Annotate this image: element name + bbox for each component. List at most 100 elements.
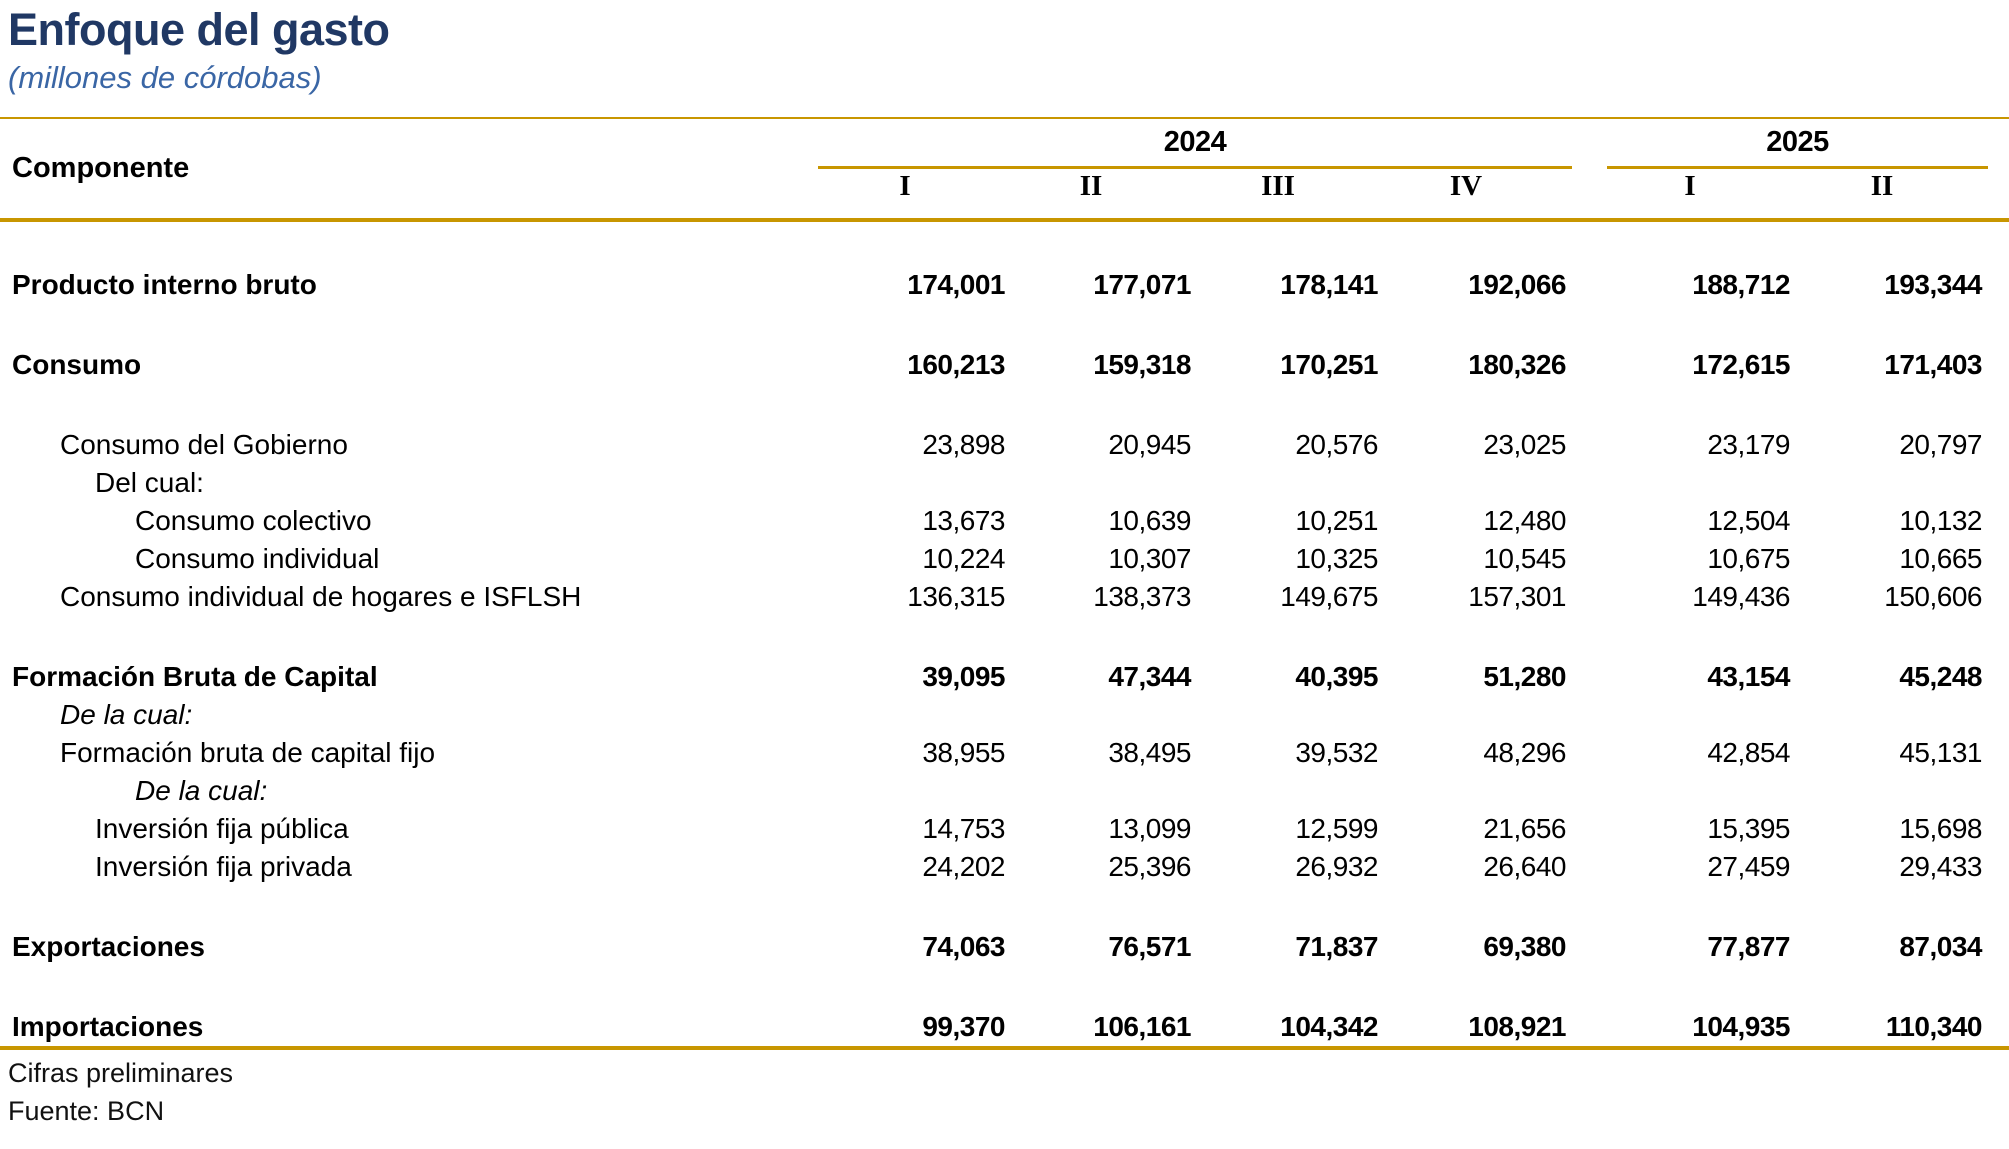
row-value: 47,344 <box>1108 661 1191 692</box>
row-value: 26,932 <box>1295 851 1378 882</box>
row-value: 150,606 <box>1884 581 1982 612</box>
row-value: 138,373 <box>1093 581 1191 612</box>
row-label: Inversión fija privada <box>95 851 352 882</box>
component-column-header: Componente <box>12 152 190 184</box>
year-group-2024: 2024 <box>818 126 1572 169</box>
row-value: 26,640 <box>1483 851 1566 882</box>
row-value: 14,753 <box>922 813 1005 844</box>
row-value: 87,034 <box>1899 931 1982 962</box>
row-value: 171,403 <box>1884 349 1982 380</box>
year-label-2024: 2024 <box>1163 126 1227 158</box>
row-label: Consumo individual de hogares e ISFLSH <box>60 581 582 612</box>
row-value: 15,698 <box>1899 813 1982 844</box>
row-value: 13,099 <box>1108 813 1191 844</box>
row-value: 74,063 <box>922 931 1005 962</box>
row-value: 43,154 <box>1707 661 1790 692</box>
quarter-header-2024-III: III <box>1261 170 1295 202</box>
row-value: 77,877 <box>1707 931 1790 962</box>
row-value: 170,251 <box>1280 349 1378 380</box>
row-label: Consumo colectivo <box>135 505 372 536</box>
year-2024-underline <box>818 166 1572 169</box>
quarter-header-2025-II: II <box>1870 170 1894 202</box>
page-title: Enfoque del gasto <box>8 4 390 55</box>
row-value: 27,459 <box>1707 851 1790 882</box>
source-note: Fuente: BCN <box>8 1096 165 1126</box>
row-value: 110,340 <box>1885 1011 1983 1042</box>
row-value: 20,797 <box>1899 429 1982 460</box>
row-value: 39,532 <box>1295 737 1378 768</box>
row-value: 21,656 <box>1483 813 1566 844</box>
table-row: De la cual: <box>0 772 2009 810</box>
row-value: 192,066 <box>1468 269 1566 300</box>
row-value: 188,712 <box>1692 269 1790 300</box>
row-value: 10,665 <box>1899 543 1982 574</box>
title-divider-rule <box>0 117 2009 119</box>
row-value: 108,921 <box>1468 1011 1566 1042</box>
table-row: Consumo 160,213 159,318 170,251 180,326 172,6… <box>0 346 2009 384</box>
table-row: Formación Bruta de Capital 39,095 47,344 40… <box>0 658 2009 696</box>
row-label: Formación bruta de capital fijo <box>60 737 436 768</box>
row-value: 25,396 <box>1108 851 1191 882</box>
row-label: Importaciones <box>12 1011 204 1042</box>
row-value: 23,025 <box>1483 429 1566 460</box>
row-value: 24,202 <box>922 851 1005 882</box>
table-row: Exportaciones 74,063 76,571 71,837 69,380 77,… <box>0 928 2009 966</box>
row-value: 172,615 <box>1692 349 1790 380</box>
row-label: Consumo <box>12 349 142 380</box>
row-value: 51,280 <box>1483 661 1566 692</box>
quarter-header-2024-II: II <box>1079 170 1103 202</box>
row-value: 10,307 <box>1108 543 1191 574</box>
row-value: 40,395 <box>1295 661 1378 692</box>
quarter-header-2024-IV: IV <box>1449 170 1483 202</box>
row-value: 38,495 <box>1108 737 1191 768</box>
row-label: Exportaciones <box>12 931 205 962</box>
row-value: 177,071 <box>1093 269 1191 300</box>
row-value: 104,342 <box>1280 1011 1378 1042</box>
row-value: 180,326 <box>1468 349 1566 380</box>
row-value: 10,545 <box>1483 543 1566 574</box>
row-value: 174,001 <box>907 269 1005 300</box>
row-value: 10,675 <box>1707 543 1790 574</box>
row-value: 136,315 <box>907 581 1005 612</box>
table-row: Inversión fija privada 24,202 25,396 26,932… <box>0 848 2009 886</box>
table-row: Consumo del Gobierno 23,898 20,945 20,576 23… <box>0 426 2009 464</box>
preliminary-figures-note: Cifras preliminares <box>8 1058 234 1088</box>
row-label: Consumo individual <box>135 543 380 574</box>
row-label: Consumo del Gobierno <box>60 429 348 460</box>
table-row: Formación bruta de capital fijo 38,955 38,… <box>0 734 2009 772</box>
row-value: 12,480 <box>1483 505 1566 536</box>
table-row: Del cual: <box>0 464 2009 502</box>
row-label: Producto interno bruto <box>12 269 317 300</box>
row-value: 69,380 <box>1483 931 1566 962</box>
row-value: 157,301 <box>1468 581 1566 612</box>
table-row: Inversión fija pública 14,753 13,099 12,599… <box>0 810 2009 848</box>
row-value: 45,131 <box>1899 737 1982 768</box>
row-value: 149,436 <box>1692 581 1790 612</box>
year-2025-underline <box>1607 166 1988 169</box>
row-label: De la cual: <box>135 775 268 806</box>
row-value: 104,935 <box>1692 1011 1790 1042</box>
row-value: 23,179 <box>1707 429 1790 460</box>
row-label: Del cual: <box>95 467 204 498</box>
row-value: 23,898 <box>922 429 1005 460</box>
row-value: 10,325 <box>1295 543 1378 574</box>
row-value: 76,571 <box>1108 931 1191 962</box>
page-subtitle: (millones de córdobas) <box>8 60 322 95</box>
row-value: 20,576 <box>1295 429 1378 460</box>
row-value: 149,675 <box>1280 581 1378 612</box>
row-value: 48,296 <box>1483 737 1566 768</box>
table-row: Importaciones 99,370 106,161 104,342 108,921… <box>0 1008 2009 1046</box>
quarter-header-2025-I: I <box>1684 170 1696 202</box>
row-value: 10,224 <box>922 543 1005 574</box>
row-value: 160,213 <box>907 349 1005 380</box>
footer-top-rule <box>0 1046 2009 1050</box>
row-value: 12,504 <box>1707 505 1790 536</box>
row-value: 29,433 <box>1899 851 1982 882</box>
table-row: De la cual: <box>0 696 2009 734</box>
row-value: 10,132 <box>1899 505 1982 536</box>
row-value: 20,945 <box>1108 429 1191 460</box>
row-value: 159,318 <box>1093 349 1191 380</box>
row-value: 38,955 <box>922 737 1005 768</box>
table-row: Consumo individual 10,224 10,307 10,325 10,5… <box>0 540 2009 578</box>
